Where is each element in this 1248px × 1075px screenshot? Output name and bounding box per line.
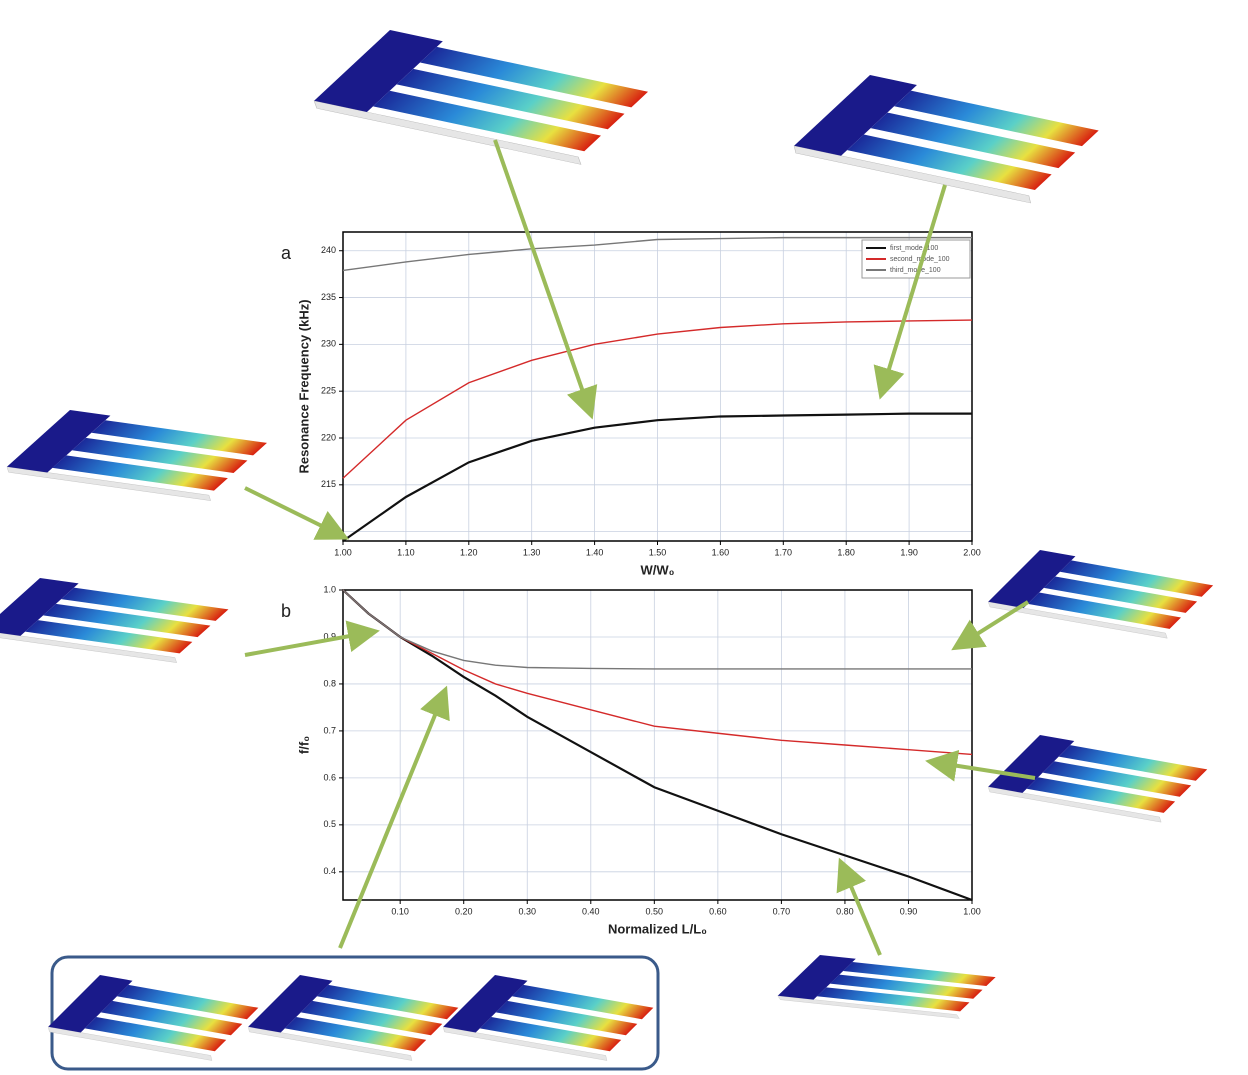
x-tick-label: 1.30 [523,547,541,557]
y-tick-label: 240 [321,245,336,255]
x-tick-label: 0.40 [582,906,600,916]
panel-label: a [281,243,292,263]
x-tick-label: 0.70 [773,906,791,916]
y-tick-label: 235 [321,292,336,302]
y-tick-label: 0.5 [323,819,336,829]
y-axis-title: f/f₀ [296,736,311,754]
y-tick-label: 225 [321,386,336,396]
x-tick-label: 0.90 [900,906,918,916]
x-tick-label: 0.30 [518,906,536,916]
y-tick-label: 220 [321,432,336,442]
y-axis-title: Resonance Frequency (kHz) [296,299,311,473]
x-tick-label: 1.80 [837,547,855,557]
x-tick-label: 1.10 [397,547,415,557]
legend-label: third_mode_100 [890,267,941,274]
x-tick-label: 0.10 [391,906,409,916]
x-axis-title: Normalized L/L₀ [608,921,707,936]
x-tick-label: 0.20 [455,906,473,916]
y-tick-label: 1.0 [323,584,336,594]
y-tick-label: 0.7 [323,725,336,735]
x-tick-label: 2.00 [963,547,981,557]
x-tick-label: 0.60 [709,906,727,916]
legend-label: first_mode_100 [890,245,938,252]
illustrations [0,30,1223,1069]
x-tick-label: 1.20 [460,547,478,557]
y-tick-label: 0.4 [323,866,336,876]
x-tick-label: 1.60 [712,547,730,557]
x-tick-label: 0.50 [646,906,664,916]
y-tick-label: 0.8 [323,678,336,688]
figure: 1.00 1.10 1.20 1.30 1.40 1.50 1.60 1.70 1.80 1.90… [0,0,1248,1075]
x-tick-label: 1.70 [775,547,793,557]
y-tick-label: 0.6 [323,772,336,782]
plot-area [343,590,972,900]
x-axis-title: W/W₀ [640,562,674,577]
x-tick-label: 1.40 [586,547,604,557]
y-tick-label: 215 [321,479,336,489]
x-tick-label: 1.00 [963,906,981,916]
x-tick-label: 1.00 [334,547,352,557]
y-tick-label: 230 [321,339,336,349]
panel-label: b [281,601,291,621]
x-tick-label: 0.80 [836,906,854,916]
x-tick-label: 1.90 [900,547,918,557]
x-tick-label: 1.50 [649,547,667,557]
plot: 1.00 1.10 1.20 1.30 1.40 1.50 1.60 1.70 1.80 1.90… [281,232,981,577]
